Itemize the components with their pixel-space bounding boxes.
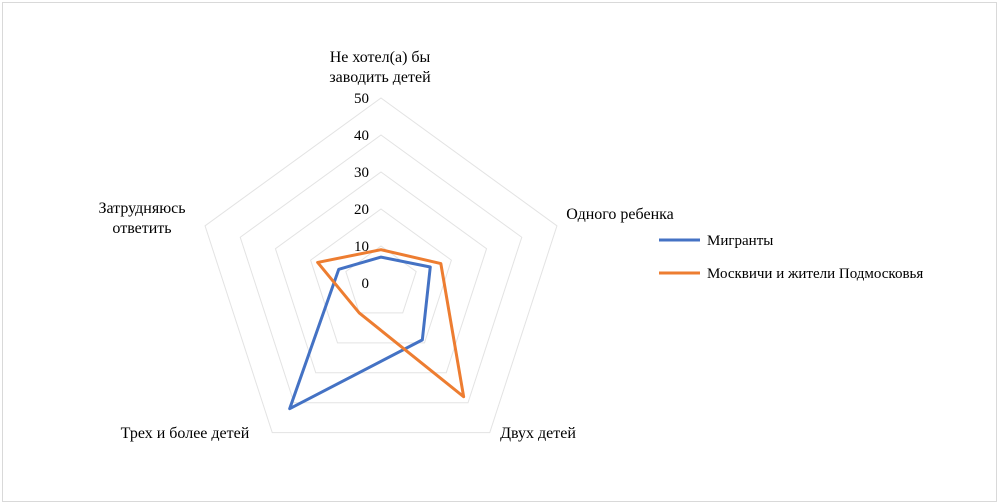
- tick-label: 30: [354, 165, 369, 181]
- tick-label: 50: [354, 91, 369, 107]
- category-label: Затрудняюсь ответить: [98, 200, 185, 237]
- category-label: Одного ребенка: [566, 206, 674, 223]
- series-line-1: [316, 248, 466, 399]
- legend-label: Москвичи и жители Подмосковья: [707, 266, 923, 282]
- grid-ring: [310, 208, 452, 344]
- tick-label: 20: [354, 202, 369, 218]
- category-label: Трех и более детей: [121, 425, 250, 442]
- series-line-0: [288, 255, 432, 411]
- legend-label: Мигранты: [707, 233, 773, 249]
- grid-ring: [274, 171, 488, 374]
- radial-ticks: 0 10 20 30 40 50: [354, 91, 369, 292]
- category-label: Двух детей: [500, 425, 576, 442]
- grid-ring: [239, 134, 523, 404]
- category-label: Не хотел(а) бы заводить детей: [329, 49, 431, 86]
- tick-label: 0: [362, 276, 370, 292]
- series-layer: [288, 248, 466, 411]
- grid-ring: [204, 97, 558, 434]
- category-labels: Не хотел(а) бы заводить детей Одного ребен…: [98, 49, 673, 442]
- legend: Мигранты Москвичи и жители Подмосковья: [659, 233, 923, 282]
- grid-ring: [345, 245, 417, 314]
- tick-label: 10: [354, 239, 369, 255]
- tick-label: 40: [354, 128, 369, 144]
- grid: [204, 97, 558, 434]
